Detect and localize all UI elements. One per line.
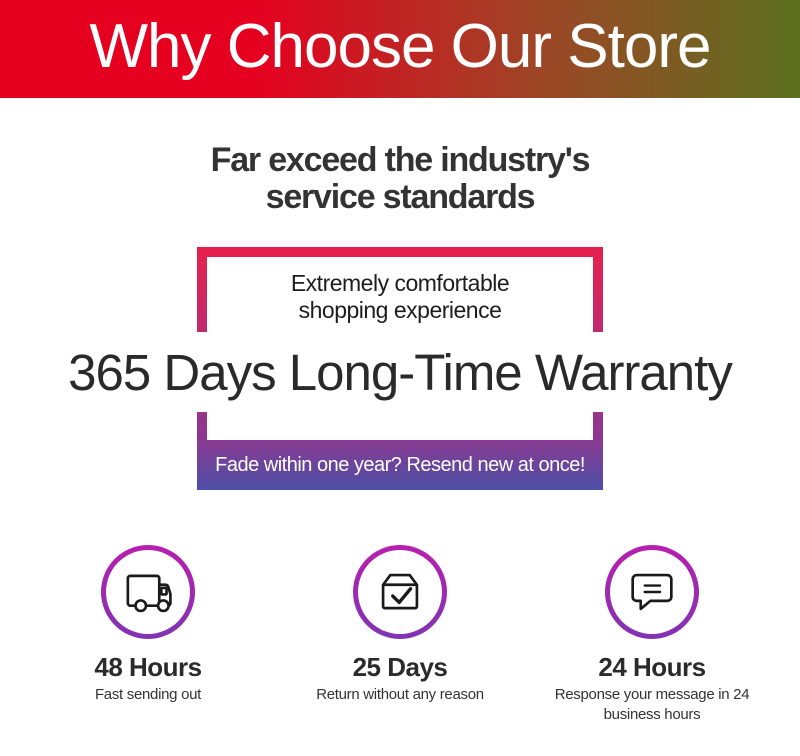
feature-title: 48 Hours [94,652,202,682]
intro-heading-line2: service standards [265,178,536,216]
intro-heading-line1: Far exceed the industry's [210,141,591,179]
warranty-subtitle: Extremely comfortable shopping experienc… [207,257,593,324]
header-title: Why Choose Our Store [89,12,712,81]
feature-title: 24 Hours [598,652,706,682]
feature-circle [605,545,699,639]
feature-returns: 25 Days Return without any reason [278,545,522,725]
feature-circle [353,545,447,639]
feature-support: 24 Hours Response your message in 24 bus… [530,545,774,725]
header-banner: Why Choose Our Store [0,0,800,98]
feature-circle-inner [106,550,190,634]
feature-description: Response your message in 24 business hou… [554,686,750,723]
package-check-icon [381,573,419,610]
feature-circle-inner [358,550,442,634]
feature-shipping: 48 Hours Fast sending out [26,545,270,725]
warranty-headline: 365 Days Long-Time Warranty [68,343,733,401]
warranty-subtitle-line2: shopping experience [298,297,502,323]
warranty-subtitle-line1: Extremely comfortable [290,270,510,296]
warranty-banner-text: Fade within one year? Resend new at once… [215,453,585,476]
feature-description: Return without any reason [316,686,484,703]
feature-title: 25 Days [352,652,448,682]
chat-bubble-icon [631,573,673,611]
truck-icon [126,574,172,613]
warranty-banner: Fade within one year? Resend new at once… [197,440,603,490]
feature-circle [101,545,195,639]
feature-circle-inner [610,550,694,634]
feature-description: Fast sending out [94,686,202,703]
features-row: 48 Hours Fast sending out 25 Days Return… [0,545,800,725]
warranty-box: Extremely comfortable shopping experienc… [0,247,800,490]
warranty-headline-band: 365 Days Long-Time Warranty [0,332,800,412]
intro-heading: Far exceed the industry's service standa… [0,98,800,216]
